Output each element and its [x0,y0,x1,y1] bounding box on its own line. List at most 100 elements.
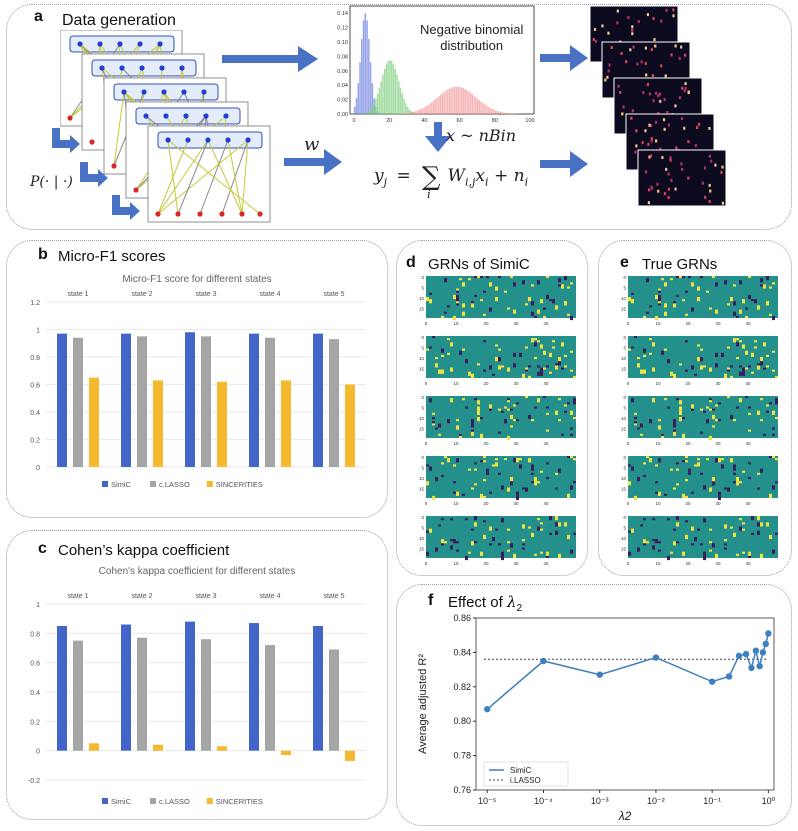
heatmap-cell [534,338,537,341]
eq-w: W [447,166,465,186]
heatmap-cell [661,433,664,436]
legend-label: SimiC [111,480,132,489]
y-tick-label: 0 [36,465,40,472]
nb-bar-red [404,113,407,114]
nb-bar-red [418,109,421,114]
heatmap-cell [646,456,649,459]
chart-title: Micro-F1 score for different states [122,274,271,285]
nb-bar-green [389,60,391,114]
heatmap-cell [724,547,727,550]
heatmap-cell [733,468,736,471]
matrix-cell [667,196,670,200]
nb-bar-green [392,64,395,114]
nb-bar-red [408,112,410,114]
simic-point [540,657,547,665]
heatmap-cell [441,369,444,374]
gene-node [223,113,229,119]
heatmap-cell [682,493,685,498]
heatmap-cell [766,365,769,368]
grn-heatmap: 0 5 10 15 0 10 20 30 40 [419,335,576,386]
heatmap-cell [492,537,495,542]
heatmap-cell [471,431,474,436]
heatmap-background [426,396,576,438]
heatmap-cell [507,398,510,401]
heatmap-cell [712,477,715,482]
matrix-cell [604,78,607,82]
heatmap-cell [697,528,700,531]
heatmap-cell [727,346,730,349]
heatmap-cell [673,487,676,490]
heatmap-cell [501,410,504,413]
nb-bar-red [409,112,412,114]
bar-simic [313,626,323,751]
matrix-cell [644,129,647,133]
heatmap-background [426,456,576,498]
eq-noise-sub: i [524,175,529,189]
heatmap-cell [640,433,643,436]
heatmap-cell [643,348,646,353]
heatmap-cell [441,518,444,521]
heatmap-cell [763,433,766,436]
simic-point [484,705,491,713]
heatmap-cell [661,278,664,281]
nb-bar-green [385,64,388,114]
heatmap-cell [700,408,703,411]
heatmap-cell [489,408,492,411]
matrix-cell [674,44,677,48]
matrix-cell [674,187,677,191]
matrix-cell [620,51,623,55]
heatmap-cell [432,417,435,420]
heatmap-cell [664,303,667,308]
heatmap-cell [429,292,432,295]
heatmap-cell [697,344,700,347]
heatmap-cell [438,524,441,527]
nb-bar-green [387,61,389,114]
heatmap-cell [426,297,429,302]
heatmap-cell [558,553,561,558]
heatmap-cell [543,367,546,370]
heatmap-cell [685,495,688,498]
bar-sincerities [217,746,227,751]
gene-node [99,65,105,71]
heatmap-x-tick: 30 [513,501,519,506]
heatmap-cell [564,410,567,413]
heatmap-cell [727,487,730,492]
bar-simic [121,333,131,467]
heatmap-cell [537,309,540,314]
nb-bar-red [487,106,489,114]
heatmap-cell [483,495,486,498]
nb-bar-green [396,74,398,114]
matrix-cell [680,117,684,121]
heatmap-cell [525,396,528,399]
heatmap-cell [540,371,543,376]
heatmap-cell [564,522,567,527]
heatmap-cell [691,408,694,411]
arrow-down-sample [425,122,451,152]
heatmap-cell [531,472,534,475]
heatmap-x-tick: 40 [543,381,549,386]
heatmap-cell [495,357,498,362]
heatmap-cell [537,340,540,343]
matrix-cell [684,86,687,90]
nb-bar-red [473,95,475,114]
heatmap-cell [772,315,775,321]
heatmap-cell [513,419,516,422]
heatmap-cell [676,462,679,465]
heatmap-cell [748,276,751,279]
heatmap-cell [495,344,498,347]
heatmap-x-tick: 20 [685,441,691,446]
heatmap-x-tick: 30 [513,381,519,386]
nb-bar-red [476,98,479,114]
nb-bar-red [478,100,481,114]
heatmap-cell [534,553,537,556]
heatmap-cell [552,299,555,304]
heatmap-cell [739,340,742,343]
target-node [133,187,139,193]
heatmap-x-tick: 20 [483,561,489,566]
target-node [219,211,225,217]
heatmap-cell [760,468,763,473]
heatmap-cell [432,336,435,339]
simic-point [708,678,716,685]
heatmap-cell [510,276,513,279]
heatmap-cell [531,468,534,471]
